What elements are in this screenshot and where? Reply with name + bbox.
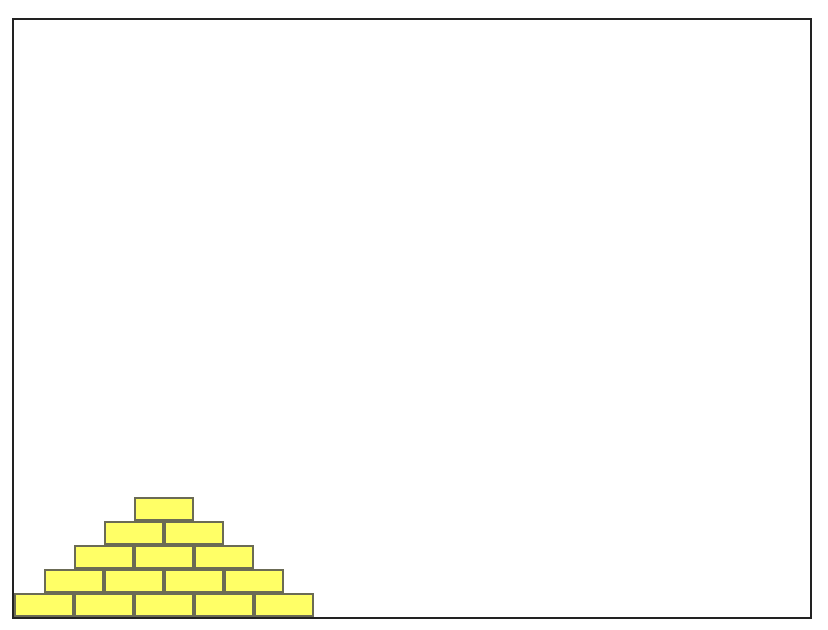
- brick: [44, 569, 104, 593]
- brick: [134, 593, 194, 617]
- brick: [224, 569, 284, 593]
- brick: [104, 569, 164, 593]
- brick: [164, 569, 224, 593]
- brick: [74, 593, 134, 617]
- world-canvas[interactable]: [12, 18, 812, 619]
- brick: [104, 521, 164, 545]
- brick: [74, 545, 134, 569]
- brick: [14, 593, 74, 617]
- brick: [164, 521, 224, 545]
- brick: [254, 593, 314, 617]
- brick: [134, 545, 194, 569]
- brick: [194, 593, 254, 617]
- brick: [134, 497, 194, 521]
- brick: [194, 545, 254, 569]
